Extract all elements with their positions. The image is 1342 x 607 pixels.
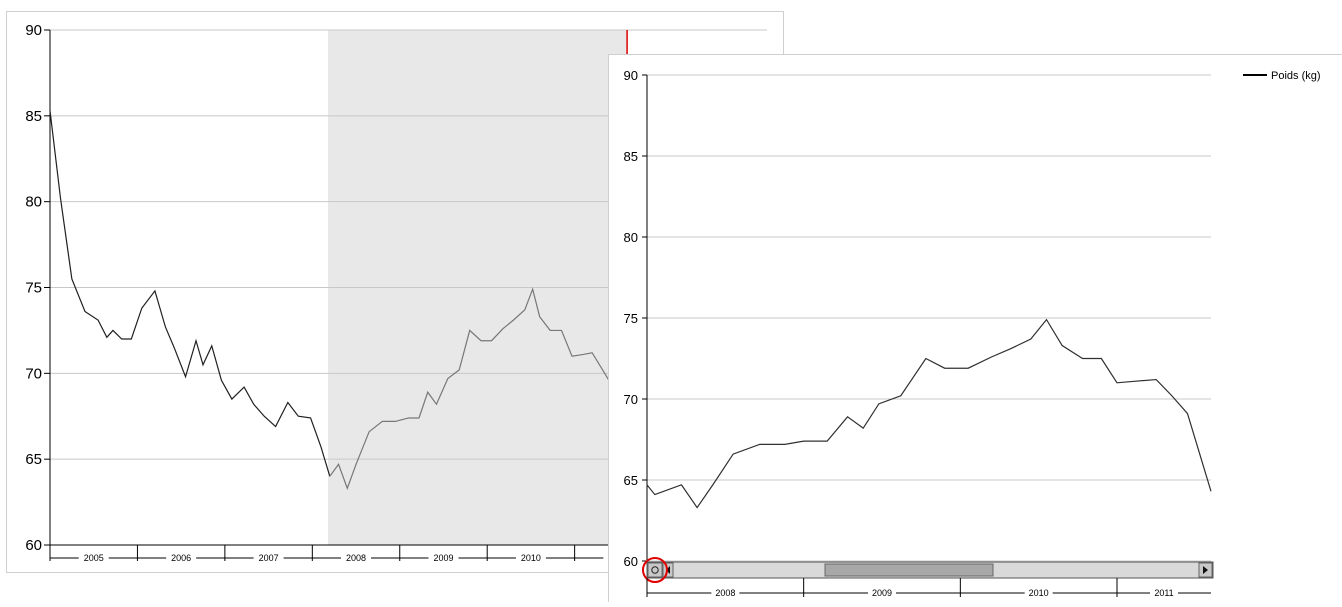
legend-label: Poids (kg) bbox=[1271, 70, 1321, 82]
x-tick-label: 2008 bbox=[346, 553, 366, 563]
x-tick-label: 2009 bbox=[872, 588, 892, 598]
y-tick-label: 70 bbox=[25, 365, 42, 382]
x-tick-label: 2008 bbox=[715, 588, 735, 598]
x-tick-label: 2009 bbox=[433, 553, 453, 563]
x-label-bg bbox=[341, 551, 372, 563]
arrow-right-icon bbox=[1203, 566, 1208, 574]
series-line-selected bbox=[329, 287, 628, 491]
x-label-bg bbox=[166, 551, 197, 563]
y-tick-label: 90 bbox=[25, 22, 42, 39]
x-tick-label: 2010 bbox=[1029, 588, 1049, 598]
x-tick-label: 2006 bbox=[171, 553, 191, 563]
x-label-bg bbox=[711, 587, 740, 598]
x-tick-label: 2010 bbox=[521, 553, 541, 563]
x-label-bg bbox=[1150, 587, 1178, 598]
x-label-bg bbox=[78, 551, 109, 563]
x-label-bg bbox=[253, 551, 284, 563]
highlight-circle bbox=[642, 557, 668, 583]
zoomed-chart: 60 65 70 75 80 85 90 Poids (kg) 2008 2009 2010 2011 bbox=[624, 68, 1321, 598]
x-label-bg bbox=[868, 587, 896, 598]
y-tick-label: 90 bbox=[624, 68, 638, 83]
y-tick-label: 80 bbox=[624, 230, 638, 245]
y-tick-label: 60 bbox=[624, 554, 638, 569]
x-label-bg bbox=[515, 551, 546, 563]
zoomed-chart-panel: 60 65 70 75 80 85 90 Poids (kg) 2008 2009 2010 2011 bbox=[608, 54, 1342, 602]
zoom-reset-icon bbox=[651, 566, 659, 574]
y-tick-label: 60 bbox=[25, 537, 42, 554]
y-tick-label: 65 bbox=[25, 451, 42, 468]
legend: Poids (kg) bbox=[1243, 70, 1321, 82]
y-tick-label: 75 bbox=[25, 280, 42, 297]
scrollbar-thumb[interactable] bbox=[824, 563, 994, 577]
series-line bbox=[646, 318, 1212, 509]
y-tick-label: 80 bbox=[25, 194, 42, 211]
zoom-reset-button[interactable] bbox=[647, 562, 663, 578]
x-tick-label: 2011 bbox=[1154, 588, 1173, 598]
y-tick-label: 70 bbox=[624, 392, 638, 407]
x-label-bg bbox=[428, 551, 459, 563]
series-line-before bbox=[49, 110, 331, 477]
x-tick-label: 2005 bbox=[84, 553, 104, 563]
y-tick-label: 85 bbox=[624, 149, 638, 164]
x-tick-label: 2007 bbox=[259, 553, 279, 563]
y-tick-label: 75 bbox=[624, 311, 638, 326]
y-tick-label: 65 bbox=[624, 473, 638, 488]
y-tick-label: 85 bbox=[25, 108, 42, 125]
x-label-bg bbox=[1024, 587, 1053, 598]
